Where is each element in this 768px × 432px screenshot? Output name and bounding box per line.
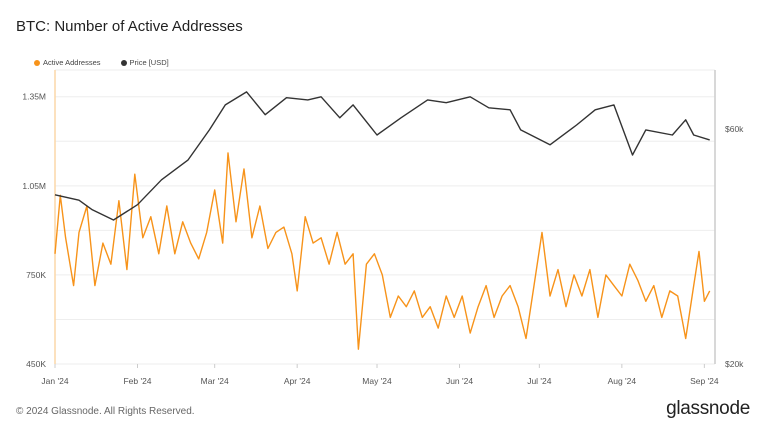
x-tick-label: Aug '24 [608, 376, 637, 386]
legend: Active Addresses Price [USD] [34, 58, 169, 67]
x-tick-label: Feb '24 [123, 376, 151, 386]
y-left-tick-label: 750K [26, 270, 46, 280]
y-left-tick-label: 1.35M [22, 92, 46, 102]
legend-item-price[interactable]: Price [USD] [120, 58, 169, 67]
orange-dot-icon [34, 60, 40, 67]
black-dot-icon [120, 60, 127, 67]
glassnode-logo: glassnode [666, 398, 750, 419]
x-tick-label: Jan '24 [41, 376, 68, 386]
chart-title: BTC: Number of Active Addresses [16, 18, 243, 35]
x-tick-label: May '24 [362, 376, 392, 386]
y-right-tick-label: $20k [725, 359, 744, 369]
legend-item-active-addresses[interactable]: Active Addresses [34, 58, 101, 67]
y-left-tick-label: 450K [26, 359, 46, 369]
x-tick-label: Mar '24 [201, 376, 229, 386]
active-addresses-line [54, 152, 711, 350]
x-tick-label: Sep '24 [690, 376, 719, 386]
x-tick-label: Jun '24 [446, 376, 473, 386]
x-tick-label: Apr '24 [284, 376, 311, 386]
copyright: © 2024 Glassnode. All Rights Reserved. [16, 406, 195, 417]
x-tick-label: Jul '24 [527, 376, 552, 386]
price-line [54, 91, 710, 221]
y-left-tick-label: 1.05M [22, 181, 46, 191]
y-right-tick-label: $60k [725, 124, 744, 134]
